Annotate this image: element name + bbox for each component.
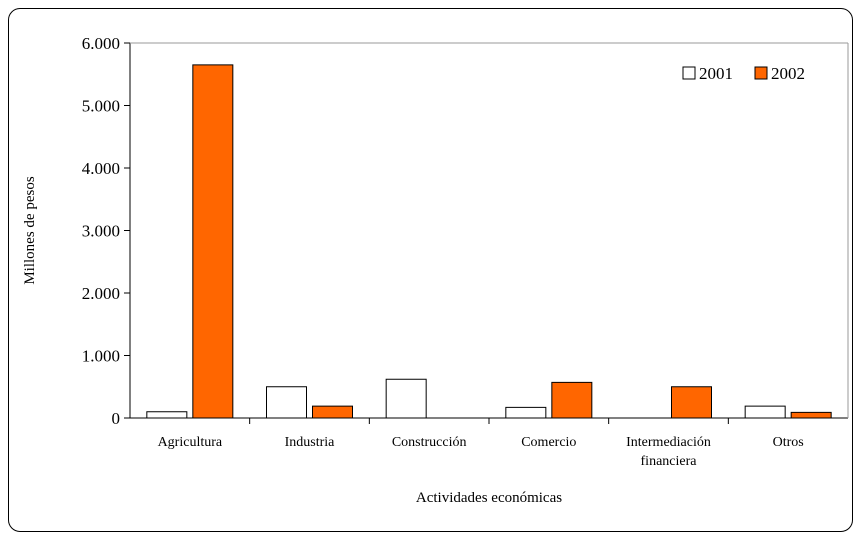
x-category-label: Industria: [285, 435, 336, 450]
bar-2002-1: [312, 405, 353, 419]
y-tick-label: 0: [112, 409, 121, 428]
bar-2002-4: [671, 386, 712, 419]
legend-swatch-2002: [754, 66, 768, 80]
y-tick-label: 3.000: [82, 222, 120, 241]
bar-2001-5: [744, 405, 786, 419]
plot-area: [129, 42, 849, 424]
legend-swatch-2001: [682, 66, 696, 80]
x-category-label: Comercio: [521, 435, 576, 450]
x-category-label: Agricultura: [158, 435, 223, 450]
x-axis-categories: Agricultura Industria Construcción Comercio…: [158, 435, 804, 469]
y-tick-label: 6.000: [82, 34, 120, 53]
legend-label: 2002: [771, 64, 805, 83]
y-tick-label: 4.000: [82, 159, 120, 178]
legend-label: 2001: [699, 64, 733, 83]
y-axis-title: Millones de pesos: [22, 176, 38, 284]
bar-2002-3: [551, 381, 593, 419]
bar-2002-0: [192, 64, 234, 419]
y-tick-label: 5.000: [82, 97, 120, 116]
x-category-label: Otros: [773, 435, 804, 450]
x-category-label: Intermediación: [626, 435, 711, 450]
bar-2001-1: [266, 386, 307, 419]
legend: 2001 2002: [682, 64, 805, 83]
bar-2001-0: [146, 411, 188, 419]
x-category-label: financiera: [641, 454, 698, 469]
x-axis-title: Actividades económicas: [416, 490, 562, 506]
bar-2002-5: [790, 411, 832, 419]
bar-2001-2: [385, 378, 427, 419]
chart-frame: [8, 8, 853, 532]
x-category-label: Construcción: [392, 435, 467, 450]
y-tick-label: 2.000: [82, 284, 120, 303]
y-axis-ticks: 0 1.000 2.000 3.000 4.000 5.000 6.000: [82, 34, 130, 428]
bar-2001-3: [505, 406, 547, 419]
y-tick-label: 1.000: [82, 347, 120, 366]
